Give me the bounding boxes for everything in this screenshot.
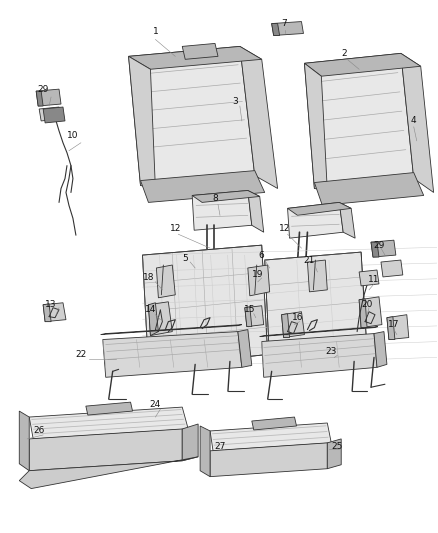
Text: 25: 25 — [332, 442, 343, 451]
Polygon shape — [141, 171, 265, 203]
Polygon shape — [265, 252, 367, 361]
Polygon shape — [103, 332, 242, 377]
Polygon shape — [36, 89, 61, 106]
Text: 15: 15 — [244, 305, 255, 314]
Polygon shape — [156, 265, 175, 298]
Polygon shape — [293, 258, 312, 273]
Text: 1: 1 — [152, 27, 158, 36]
Polygon shape — [43, 303, 66, 321]
Polygon shape — [19, 457, 198, 489]
Text: 7: 7 — [282, 19, 287, 28]
Polygon shape — [381, 260, 403, 277]
Text: 29: 29 — [373, 240, 385, 249]
Polygon shape — [262, 334, 377, 377]
Text: 26: 26 — [33, 426, 45, 435]
Text: 12: 12 — [170, 224, 181, 233]
Polygon shape — [86, 402, 133, 415]
Polygon shape — [260, 327, 378, 336]
Polygon shape — [240, 46, 278, 189]
Polygon shape — [210, 443, 327, 477]
Polygon shape — [39, 107, 61, 121]
Text: 18: 18 — [143, 273, 154, 282]
Polygon shape — [307, 260, 327, 292]
Polygon shape — [43, 304, 51, 321]
Polygon shape — [210, 423, 331, 451]
Text: 5: 5 — [182, 254, 188, 263]
Polygon shape — [304, 53, 421, 76]
Text: 4: 4 — [411, 116, 417, 125]
Polygon shape — [129, 56, 155, 189]
Text: 21: 21 — [304, 255, 315, 264]
Text: 22: 22 — [75, 350, 87, 359]
Text: 29: 29 — [37, 85, 49, 94]
Text: 24: 24 — [150, 400, 161, 409]
Polygon shape — [182, 424, 198, 461]
Text: 12: 12 — [279, 224, 290, 233]
Text: 17: 17 — [388, 320, 399, 329]
Polygon shape — [359, 299, 367, 328]
Text: 14: 14 — [145, 305, 156, 314]
Polygon shape — [387, 314, 409, 340]
Polygon shape — [359, 270, 379, 286]
Polygon shape — [142, 245, 268, 367]
Polygon shape — [192, 190, 260, 203]
Polygon shape — [339, 203, 355, 238]
Polygon shape — [401, 53, 434, 192]
Polygon shape — [238, 329, 252, 367]
Text: 3: 3 — [232, 96, 238, 106]
Polygon shape — [314, 173, 424, 205]
Polygon shape — [252, 417, 297, 430]
Text: 19: 19 — [252, 270, 264, 279]
Polygon shape — [129, 46, 262, 69]
Text: 2: 2 — [341, 49, 347, 58]
Polygon shape — [304, 53, 414, 189]
Polygon shape — [288, 203, 351, 215]
Polygon shape — [371, 242, 379, 257]
Polygon shape — [327, 439, 341, 469]
Text: 20: 20 — [361, 300, 373, 309]
Polygon shape — [200, 426, 210, 477]
Polygon shape — [282, 312, 304, 337]
Polygon shape — [248, 190, 264, 232]
Polygon shape — [43, 107, 65, 123]
Polygon shape — [36, 91, 43, 106]
Text: 6: 6 — [259, 251, 265, 260]
Polygon shape — [288, 203, 343, 238]
Polygon shape — [148, 303, 159, 336]
Text: 23: 23 — [325, 347, 337, 356]
Polygon shape — [29, 429, 182, 471]
Polygon shape — [202, 255, 220, 268]
Polygon shape — [359, 297, 382, 328]
Polygon shape — [29, 407, 188, 439]
Polygon shape — [272, 21, 304, 36]
Polygon shape — [245, 306, 264, 327]
Polygon shape — [387, 317, 395, 340]
Text: 13: 13 — [45, 300, 57, 309]
Polygon shape — [282, 314, 290, 337]
Polygon shape — [272, 23, 279, 36]
Polygon shape — [129, 46, 255, 185]
Polygon shape — [371, 240, 396, 257]
Text: 10: 10 — [67, 131, 79, 140]
Polygon shape — [245, 307, 252, 327]
Polygon shape — [304, 63, 327, 190]
Text: 11: 11 — [368, 276, 380, 285]
Polygon shape — [248, 265, 270, 296]
Text: 8: 8 — [212, 194, 218, 203]
Polygon shape — [19, 411, 29, 471]
Text: 27: 27 — [214, 442, 226, 451]
Text: 16: 16 — [292, 313, 303, 322]
Polygon shape — [192, 190, 252, 230]
Polygon shape — [182, 43, 218, 59]
Polygon shape — [148, 302, 172, 336]
Polygon shape — [101, 325, 242, 335]
Polygon shape — [374, 332, 387, 367]
